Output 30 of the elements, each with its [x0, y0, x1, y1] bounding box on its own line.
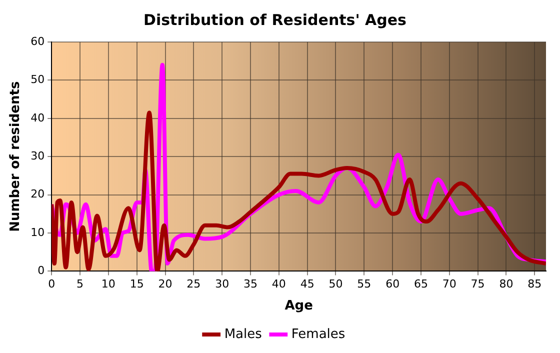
y-tick-label: 10: [30, 226, 45, 239]
x-tick-label: 40: [272, 278, 286, 291]
x-tick-label: 0: [48, 278, 56, 291]
x-axis-title: Age: [284, 298, 314, 314]
x-tick-label: 75: [470, 278, 485, 291]
x-tick-label: 55: [357, 278, 372, 291]
x-tick-label: 70: [442, 278, 456, 291]
x-tick-label: 85: [528, 278, 542, 291]
legend-label: Females: [291, 326, 346, 342]
y-tick-label: 30: [30, 149, 45, 162]
y-axis-title: Number of residents: [8, 81, 24, 232]
x-tick-label: 65: [414, 278, 428, 291]
x-tick-label: 60: [386, 278, 400, 291]
legend-label: Males: [224, 326, 262, 342]
y-tick-label: 0: [38, 264, 45, 278]
y-tick-label: 60: [30, 34, 45, 48]
x-tick-label: 45: [300, 278, 314, 291]
x-tick-label: 50: [328, 278, 343, 291]
x-tick-label: 35: [243, 278, 258, 291]
x-tick-label: 30: [215, 278, 230, 291]
x-tick-label: 25: [186, 278, 201, 291]
y-tick-label: 40: [30, 111, 45, 124]
y-tick-label: 20: [30, 188, 45, 201]
x-tick-label: 20: [158, 278, 172, 291]
x-tick-label: 10: [101, 278, 116, 291]
y-tick-label: 50: [30, 73, 45, 86]
x-tick-label: 15: [130, 278, 144, 291]
chart-title: Distribution of Residents' Ages: [144, 10, 407, 29]
x-tick-label: 80: [499, 278, 514, 291]
x-tick-label: 5: [76, 278, 84, 291]
